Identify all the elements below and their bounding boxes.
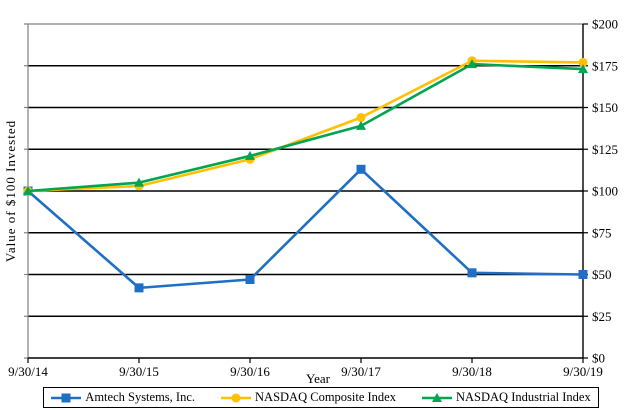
series-line [27, 59, 584, 193]
marker-triangle [467, 59, 477, 69]
legend-label: Amtech Systems, Inc. [85, 390, 196, 404]
marker-triangle [578, 64, 588, 74]
legend-marker-square-icon [51, 393, 82, 402]
legend: Amtech Systems, Inc. NASDAQ Composite Ind… [43, 387, 599, 408]
x-axis-title: Year [306, 371, 330, 386]
y-tick-label: $0 [592, 351, 605, 366]
x-tick-label: 9/30/16 [230, 364, 270, 379]
x-tick-label: 9/30/14 [8, 364, 48, 379]
y-tick-label: $75 [592, 225, 612, 240]
legend-label: NASDAQ Composite Index [255, 390, 396, 404]
series-line [27, 62, 584, 193]
marker-circle [578, 57, 588, 67]
legend-marker-triangle-icon [421, 392, 452, 402]
legend-item: Amtech Systems, Inc. [51, 390, 195, 405]
marker-square [245, 275, 255, 285]
x-tick-label: 9/30/19 [563, 364, 603, 379]
plot-area: $0 $25 $50 $75 $100 $125 $150 $175 $200 9/30/14 9/… [8, 17, 618, 380]
marker-circle [356, 113, 366, 123]
legend-marker-circle-icon [221, 393, 252, 402]
marker-square [578, 270, 588, 279]
x-tick-label: 9/30/17 [341, 364, 381, 379]
marker-triangle [431, 392, 442, 402]
x-tick-label: 9/30/15 [119, 364, 159, 379]
marker-triangle [356, 120, 366, 130]
legend-item: NASDAQ Composite Index [221, 390, 396, 405]
marker-triangle [134, 177, 144, 187]
marker-square [61, 393, 71, 402]
marker-triangle [245, 150, 255, 160]
y-tick-label: $150 [592, 100, 618, 115]
y-tick-label: $25 [592, 309, 612, 324]
y-tick-label: $50 [592, 267, 612, 282]
marker-triangle [23, 186, 33, 195]
y-tick-label: $100 [592, 184, 618, 199]
marker-square [356, 164, 366, 174]
marker-square [134, 283, 144, 293]
x-tick-label: 9/30/18 [452, 364, 492, 379]
y-tick-label: $125 [592, 142, 618, 157]
marker-circle [231, 393, 241, 402]
y-tick-label: $175 [592, 58, 618, 73]
marker-square [467, 268, 477, 278]
y-tick-label: $200 [592, 17, 618, 32]
legend-item: NASDAQ Industrial Index [421, 390, 591, 405]
legend-label: NASDAQ Industrial Index [455, 390, 591, 404]
series-line [27, 167, 584, 290]
